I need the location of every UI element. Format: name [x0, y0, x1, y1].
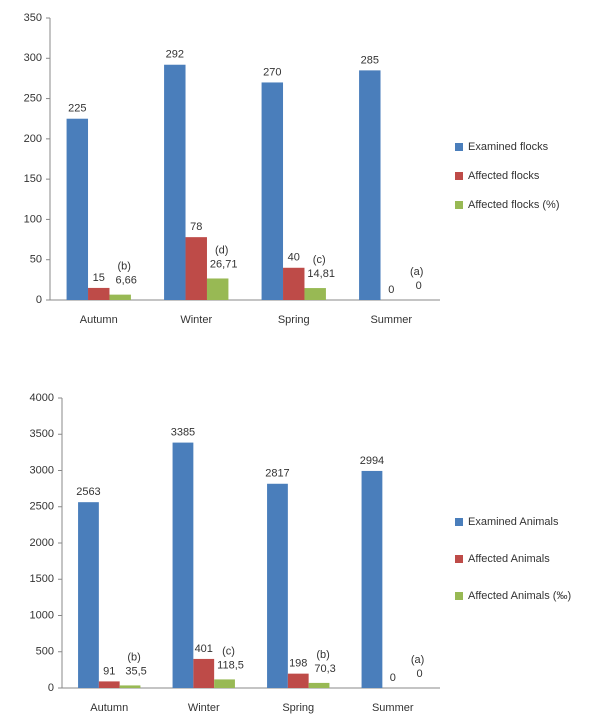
data-label: 2563 — [76, 486, 100, 498]
bar — [185, 237, 207, 300]
legend-swatch — [455, 201, 463, 209]
x-tick-label: Spring — [278, 314, 310, 326]
bar — [261, 82, 284, 300]
data-label: 118,5 — [217, 659, 244, 671]
data-label: 3385 — [171, 426, 195, 438]
bar — [66, 118, 89, 300]
bar — [359, 70, 381, 300]
legend-swatch — [455, 555, 463, 563]
bar — [206, 278, 229, 300]
bar — [109, 294, 131, 300]
data-label: 285 — [361, 54, 379, 66]
x-tick-label: Summer — [372, 702, 414, 714]
y-tick-label: 350 — [24, 12, 42, 24]
y-tick-label: 500 — [36, 646, 54, 658]
data-label: 78 — [190, 221, 202, 233]
data-label: 91 — [103, 665, 115, 677]
annotation: (a) — [411, 654, 424, 666]
legend-swatch — [455, 172, 463, 180]
y-tick-label: 2000 — [30, 537, 54, 549]
data-label: 0 — [390, 672, 396, 684]
y-tick-label: 250 — [24, 92, 42, 104]
annotation: (d) — [215, 244, 228, 256]
data-label: 0 — [416, 280, 422, 292]
y-tick-label: 300 — [24, 52, 42, 64]
bar — [164, 64, 186, 300]
legend-label: Examined Animals — [468, 516, 559, 528]
x-tick-label: Winter — [188, 702, 220, 714]
bar — [304, 288, 326, 300]
y-tick-label: 200 — [24, 133, 42, 145]
y-tick-label: 2500 — [30, 501, 54, 513]
data-label: 2994 — [360, 455, 384, 467]
bar — [172, 442, 194, 688]
y-tick-label: 50 — [30, 254, 42, 266]
legend-swatch — [455, 143, 463, 151]
data-label: 70,3 — [314, 663, 335, 675]
y-tick-label: 4000 — [30, 392, 54, 404]
bar — [287, 673, 309, 688]
y-tick-label: 3000 — [30, 464, 54, 476]
bar — [267, 483, 288, 688]
y-tick-label: 100 — [24, 213, 42, 225]
bar — [361, 470, 383, 688]
data-label: 225 — [68, 103, 86, 115]
legend-swatch — [455, 518, 463, 526]
annotation: (b) — [127, 651, 140, 663]
bar — [308, 682, 330, 688]
annotation: (c) — [313, 254, 326, 266]
data-label: 14,81 — [307, 268, 335, 280]
data-label: 6,66 — [115, 275, 136, 287]
x-tick-label: Winter — [180, 314, 212, 326]
y-tick-label: 0 — [48, 682, 54, 694]
bar — [214, 679, 235, 688]
legend-label: Affected Animals (‰) — [468, 590, 571, 602]
data-label: 40 — [288, 252, 300, 264]
y-tick-label: 150 — [24, 173, 42, 185]
y-tick-label: 0 — [36, 294, 42, 306]
bar — [119, 685, 141, 688]
bar — [98, 681, 120, 688]
legend-label: Examined flocks — [468, 141, 549, 153]
legend-label: Affected flocks (%) — [468, 199, 560, 211]
annotation: (a) — [410, 266, 423, 278]
legend-label: Affected Animals — [468, 553, 550, 565]
data-label: 35,5 — [125, 665, 146, 677]
bar — [78, 502, 99, 688]
annotation: (b) — [316, 649, 329, 661]
data-label: 26,71 — [210, 258, 238, 270]
y-tick-label: 1000 — [30, 609, 54, 621]
data-label: 2817 — [265, 468, 289, 480]
legend-swatch — [455, 592, 463, 600]
bar — [88, 287, 110, 300]
annotation: (b) — [117, 261, 130, 273]
y-tick-label: 3500 — [30, 428, 54, 440]
data-label: 0 — [416, 668, 422, 680]
x-tick-label: Spring — [282, 702, 314, 714]
data-label: 401 — [195, 643, 213, 655]
x-tick-label: Autumn — [90, 702, 128, 714]
x-tick-label: Autumn — [80, 314, 118, 326]
bar — [193, 658, 215, 688]
data-label: 0 — [388, 284, 394, 296]
legend-label: Affected flocks — [468, 170, 540, 182]
y-tick-label: 1500 — [30, 573, 54, 585]
x-tick-label: Summer — [370, 314, 412, 326]
bar — [283, 267, 305, 300]
data-label: 15 — [93, 272, 105, 284]
data-label: 292 — [166, 49, 184, 61]
data-label: 270 — [263, 66, 281, 78]
data-label: 198 — [289, 658, 307, 670]
annotation: (c) — [222, 645, 235, 657]
